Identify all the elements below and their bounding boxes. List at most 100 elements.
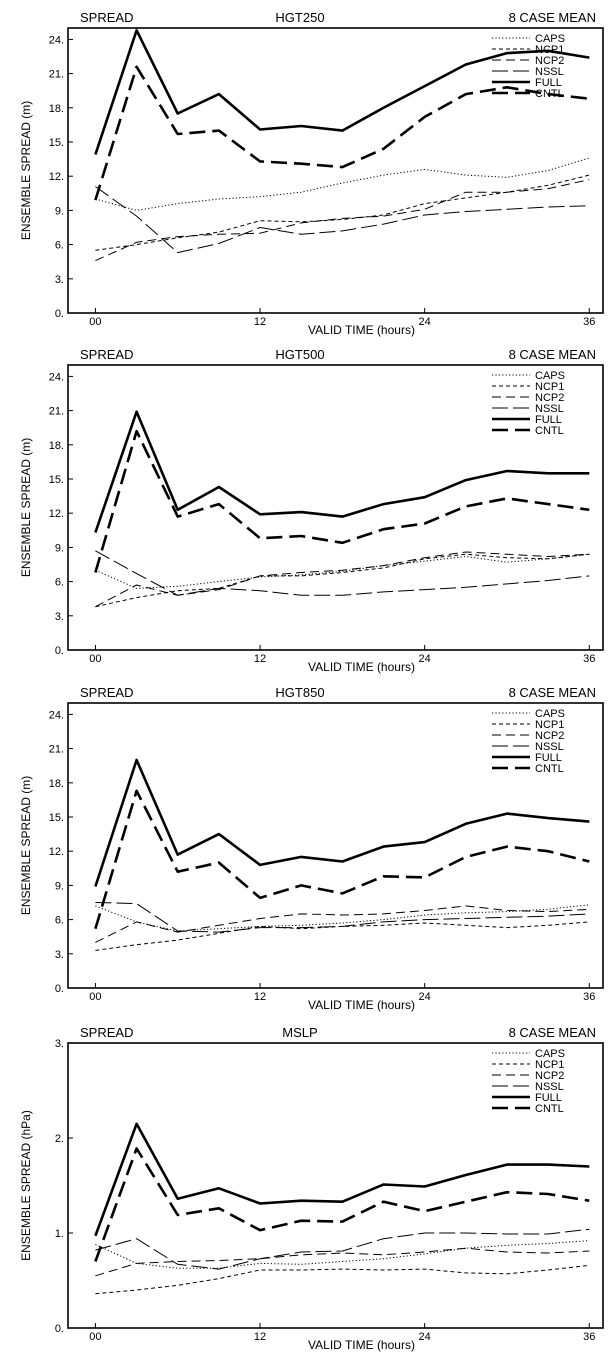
series-line-ncp2 (95, 179, 590, 262)
series-line-ncp2 (95, 1247, 590, 1277)
legend-label-full: FULL (535, 77, 562, 89)
y-tick-label: 3. (55, 1038, 64, 1050)
legend-label-cntl: CNTL (535, 88, 564, 100)
legend-label-nssl: NSSL (535, 741, 564, 753)
series-line-full (94, 410, 590, 534)
legend-label-caps: CAPS (535, 1048, 565, 1060)
y-tick-label: 0. (55, 1323, 64, 1335)
y-axis-label: ENSEMBLE SPREAD (m) (19, 438, 33, 577)
series-line-ncp1 (95, 553, 590, 608)
legend-label-cntl: CNTL (535, 425, 564, 437)
y-tick-label: 21. (49, 744, 64, 756)
series-line-nssl (95, 1228, 590, 1270)
series-line-ncp2 (95, 905, 590, 943)
x-tick-label: 24 (419, 316, 431, 328)
panel-header-right: 8 CASE MEAN (509, 10, 596, 25)
y-tick-label: 18. (49, 103, 64, 115)
x-axis-label: VALID TIME (hours) (308, 1338, 415, 1352)
legend-label-nssl: NSSL (535, 1081, 564, 1093)
legend-label-ncp1: NCP1 (535, 44, 564, 56)
y-tick-label: 6. (55, 915, 64, 927)
y-tick-label: 21. (49, 406, 64, 418)
x-tick-label: 36 (583, 1331, 595, 1343)
y-tick-label: 21. (49, 69, 64, 81)
x-tick-label: 00 (89, 316, 101, 328)
series-line-nssl (95, 550, 590, 596)
series-line-full (94, 758, 590, 887)
x-tick-label: 12 (254, 316, 266, 328)
y-tick-label: 9. (55, 542, 64, 554)
panel-header-left: SPREAD (80, 685, 133, 700)
series-line-full (94, 28, 590, 155)
legend-label-caps: CAPS (535, 708, 565, 720)
x-tick-label: 36 (583, 316, 595, 328)
legend-label-nssl: NSSL (535, 403, 564, 415)
series-line-caps (95, 553, 590, 589)
panel-header-right: 8 CASE MEAN (509, 1025, 596, 1040)
series-line-cntl (94, 1147, 590, 1262)
x-axis-label: VALID TIME (hours) (308, 660, 415, 674)
x-tick-label: 12 (254, 1331, 266, 1343)
y-tick-label: 15. (49, 137, 64, 149)
y-tick-label: 2. (55, 1133, 64, 1145)
x-tick-label: 24 (419, 653, 431, 665)
series-line-nssl (95, 902, 590, 933)
chart-panel-mslp: SPREAD MSLP 8 CASE MEAN 0. 1. 2. 3. 00 12 24 36 VAL… (19, 1025, 604, 1352)
legend-label-full: FULL (535, 1092, 562, 1104)
series-line-cntl (94, 789, 590, 930)
y-axis-label: ENSEMBLE SPREAD (hPa) (19, 1110, 33, 1261)
y-tick-label: 18. (49, 440, 64, 452)
y-tick-label: 6. (55, 240, 64, 252)
legend-label-caps: CAPS (535, 33, 565, 45)
legend-label-ncp2: NCP2 (535, 730, 564, 742)
plot-frame (67, 702, 604, 989)
panel-header-left: SPREAD (80, 1025, 133, 1040)
y-tick-label: 24. (49, 709, 64, 721)
series-line-full (94, 1122, 590, 1237)
series-line-cntl (94, 429, 590, 573)
legend-label-full: FULL (535, 414, 562, 426)
legend-label-ncp1: NCP1 (535, 381, 564, 393)
y-tick-label: 24. (49, 34, 64, 46)
y-tick-label: 9. (55, 880, 64, 892)
y-tick-label: 0. (55, 308, 64, 320)
legend-label-ncp2: NCP2 (535, 55, 564, 67)
series-line-ncp1 (95, 1264, 590, 1295)
series-line-ncp2 (95, 551, 590, 608)
legend-label-caps: CAPS (535, 370, 565, 382)
y-tick-label: 3. (55, 274, 64, 286)
y-tick-label: 0. (55, 983, 64, 995)
chart-panel-hgt500: SPREAD HGT500 8 CASE MEAN 0. 3. 6. 9. 12. 15. 18.… (19, 347, 604, 674)
x-tick-label: 36 (583, 653, 595, 665)
y-axis-label: ENSEMBLE SPREAD (m) (19, 776, 33, 915)
chart-panel-hgt250: SPREAD HGT250 8 CASE MEAN 0. 3. 6. 9. 12. 15. 18.… (19, 10, 604, 337)
x-axis-label: VALID TIME (hours) (308, 323, 415, 337)
y-tick-label: 24. (49, 371, 64, 383)
y-tick-label: 9. (55, 205, 64, 217)
y-axis-label: ENSEMBLE SPREAD (m) (19, 101, 33, 240)
x-tick-label: 00 (89, 1331, 101, 1343)
y-tick-label: 3. (55, 611, 64, 623)
y-tick-label: 12. (49, 171, 64, 183)
x-tick-label: 12 (254, 991, 266, 1003)
panel-header-right: 8 CASE MEAN (509, 685, 596, 700)
legend-label-ncp1: NCP1 (535, 1059, 564, 1071)
chart-title: HGT250 (275, 10, 324, 25)
legend-label-cntl: CNTL (535, 1103, 564, 1115)
y-tick-label: 15. (49, 812, 64, 824)
x-axis-label: VALID TIME (hours) (308, 998, 415, 1012)
x-tick-label: 24 (419, 1331, 431, 1343)
y-tick-label: 6. (55, 577, 64, 589)
y-tick-label: 15. (49, 474, 64, 486)
chart-title: HGT500 (275, 347, 324, 362)
x-tick-label: 00 (89, 653, 101, 665)
plot-frame (67, 1042, 604, 1329)
series-line-nssl (95, 186, 590, 254)
series-line-ncp1 (95, 174, 590, 251)
legend-label-ncp2: NCP2 (535, 1070, 564, 1082)
plot-frame (67, 27, 604, 314)
panel-header-left: SPREAD (80, 347, 133, 362)
x-tick-label: 12 (254, 653, 266, 665)
legend-label-full: FULL (535, 752, 562, 764)
